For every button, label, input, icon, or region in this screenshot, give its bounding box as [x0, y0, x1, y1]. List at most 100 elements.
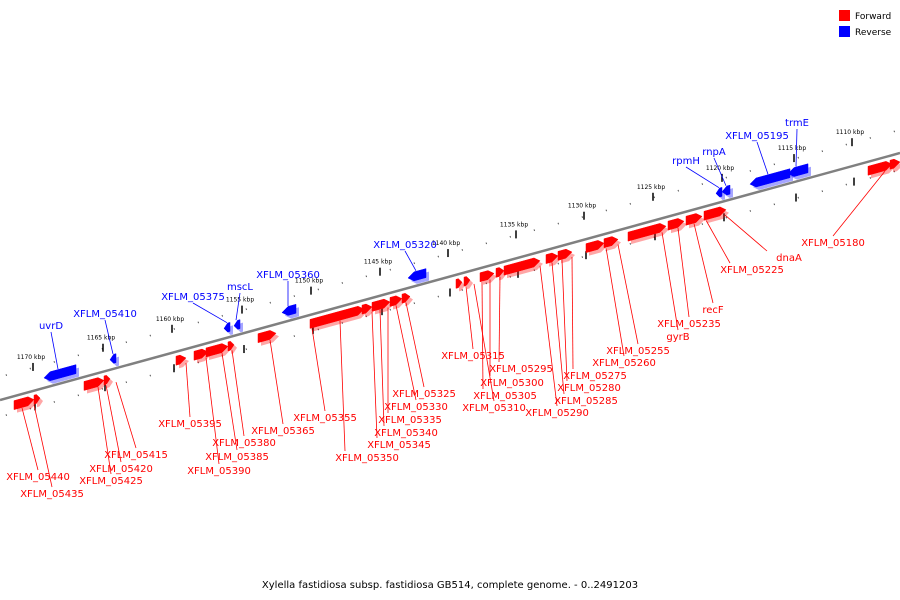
- forward-gene: [13, 396, 37, 413]
- minor-tick: [749, 169, 752, 172]
- minor-tick: [845, 143, 848, 146]
- forward-gene: [361, 303, 375, 318]
- minor-tick: [413, 262, 416, 265]
- forward-gene-label: XFLM_05305: [473, 391, 537, 402]
- minor-tick: [125, 341, 128, 344]
- forward-gene: [557, 248, 575, 264]
- forward-gene-label: XFLM_05355: [293, 413, 357, 424]
- minor-tick: [893, 170, 896, 173]
- tick-row-bottom: [5, 170, 896, 417]
- forward-gene-label: XFLM_05350: [335, 453, 399, 464]
- forward-gene: [227, 340, 237, 354]
- forward-gene-label: XFLM_05435: [20, 489, 84, 500]
- forward-gene: [627, 223, 669, 245]
- minor-tick: [101, 387, 104, 390]
- reverse-gene-label: XFLM_05320: [373, 240, 437, 251]
- forward-gene-label: XFLM_05335: [378, 415, 442, 426]
- legend: Forward Reverse: [839, 10, 892, 38]
- minor-tick: [725, 216, 728, 219]
- forward-gene-label: recF: [702, 305, 724, 316]
- minor-tick: [245, 308, 248, 311]
- minor-tick: [149, 334, 152, 337]
- leader-line: [115, 382, 137, 449]
- gene-features: [13, 158, 900, 413]
- minor-tick: [461, 289, 464, 291]
- forward-gene-label: XFLM_05285: [554, 396, 618, 407]
- minor-tick: [485, 242, 488, 245]
- leader-line: [724, 214, 768, 252]
- tick-label: 1165 kbp: [87, 335, 115, 342]
- minor-tick: [317, 288, 320, 291]
- tick-label: 1115 kbp: [778, 145, 806, 152]
- reverse-gene: [109, 353, 119, 367]
- minor-tick: [869, 177, 872, 179]
- leader-line: [371, 311, 378, 439]
- reverse-gene-label: uvrD: [39, 321, 63, 332]
- forward-gene-label: dnaA: [776, 253, 802, 264]
- forward-gene-label: XFLM_05280: [557, 383, 621, 394]
- backbone-line: [0, 151, 900, 402]
- leader-line: [192, 302, 228, 324]
- leader-line: [617, 244, 639, 345]
- minor-tick: [221, 314, 224, 317]
- genome-backbone: [0, 151, 900, 402]
- forward-gene: [389, 295, 405, 310]
- reverse-gene: [407, 268, 429, 284]
- leader-line: [605, 247, 625, 357]
- leader-line: [473, 283, 495, 402]
- minor-tick: [173, 328, 176, 330]
- leader-line: [105, 384, 122, 463]
- legend-swatch: [839, 10, 850, 21]
- leader-line: [705, 220, 731, 264]
- minor-tick: [581, 256, 584, 258]
- forward-gene: [371, 298, 393, 315]
- leader-line: [498, 276, 501, 363]
- forward-gene-label: XFLM_05295: [489, 364, 553, 375]
- minor-tick: [341, 281, 344, 284]
- minor-tick: [629, 202, 632, 205]
- forward-gene: [193, 348, 211, 364]
- minor-tick: [5, 374, 8, 377]
- forward-gene-label: XFLM_05420: [89, 464, 153, 475]
- minor-tick: [797, 156, 800, 159]
- legend-swatch: [839, 26, 850, 37]
- minor-tick: [53, 360, 56, 363]
- forward-gene-label: XFLM_05425: [79, 476, 143, 487]
- minor-tick: [629, 242, 632, 245]
- leader-line: [221, 353, 238, 451]
- forward-gene: [603, 236, 621, 251]
- leader-line: [405, 302, 425, 388]
- leader-line: [235, 292, 241, 321]
- minor-tick: [461, 249, 464, 251]
- forward-gene-label: XFLM_05340: [374, 428, 438, 439]
- forward-gene-label: XFLM_05225: [720, 265, 784, 276]
- leader-line: [832, 170, 886, 237]
- leader-line: [713, 157, 727, 186]
- reverse-gene: [233, 319, 243, 333]
- tick-label: 1130 kbp: [568, 203, 596, 210]
- forward-gene-label: XFLM_05260: [592, 358, 656, 369]
- minor-tick: [245, 348, 248, 351]
- minor-tick: [389, 308, 392, 311]
- reverse-gene: [715, 187, 725, 201]
- forward-gene: [685, 213, 705, 229]
- leader-line: [33, 404, 53, 488]
- forward-gene-label: XFLM_05290: [525, 408, 589, 419]
- forward-gene-label: XFLM_05390: [187, 466, 251, 477]
- minor-tick: [317, 328, 320, 331]
- minor-tick: [125, 381, 128, 384]
- minor-tick: [557, 262, 560, 265]
- forward-gene-label: XFLM_05180: [801, 238, 865, 249]
- forward-gene: [867, 161, 895, 179]
- forward-gene: [479, 270, 497, 285]
- minor-tick: [701, 223, 704, 226]
- forward-gene-label: XFLM_05345: [367, 440, 431, 451]
- forward-gene-label: XFLM_05275: [563, 371, 627, 382]
- forward-gene-label: XFLM_05255: [606, 346, 670, 357]
- forward-gene: [175, 354, 189, 369]
- forward-gene: [33, 394, 43, 408]
- forward-gene: [455, 278, 465, 292]
- forward-gene: [309, 305, 367, 332]
- minor-tick: [5, 414, 8, 417]
